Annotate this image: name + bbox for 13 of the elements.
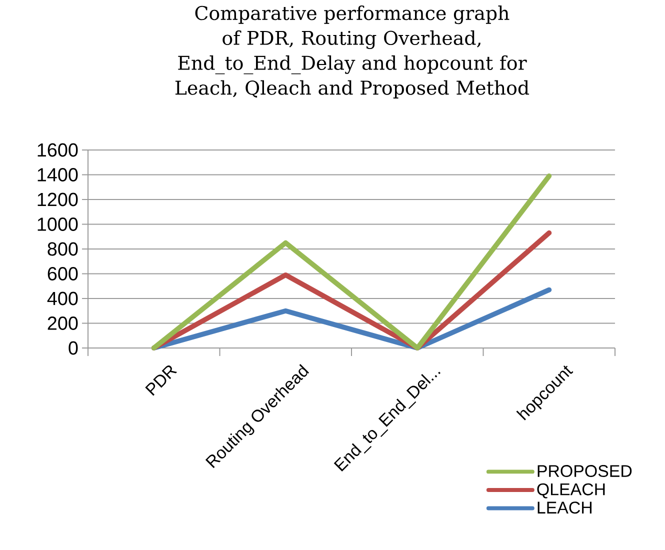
y-tick-label: 1000: [38, 218, 78, 231]
y-tick-label: 0: [68, 341, 78, 355]
y-tick-label: 600: [48, 267, 78, 280]
y-tick-label: 1200: [38, 192, 78, 206]
legend-label: LEACH: [538, 502, 592, 514]
y-tick-label: 200: [48, 316, 78, 330]
chart-title: Comparative performance graph of PDR, Routing Overhead, End_to_End_Delay and hopcount for Leach, Qleach and Proposed Method: [175, 6, 530, 99]
y-tick-label: 1400: [38, 168, 78, 182]
legend-label: PROPOSED: [538, 465, 632, 478]
legend-label: QLEACH: [537, 483, 605, 498]
y-tick-label: 1600: [38, 143, 78, 157]
y-tick-label: 400: [47, 292, 78, 306]
y-tick-label: 800: [48, 242, 78, 256]
